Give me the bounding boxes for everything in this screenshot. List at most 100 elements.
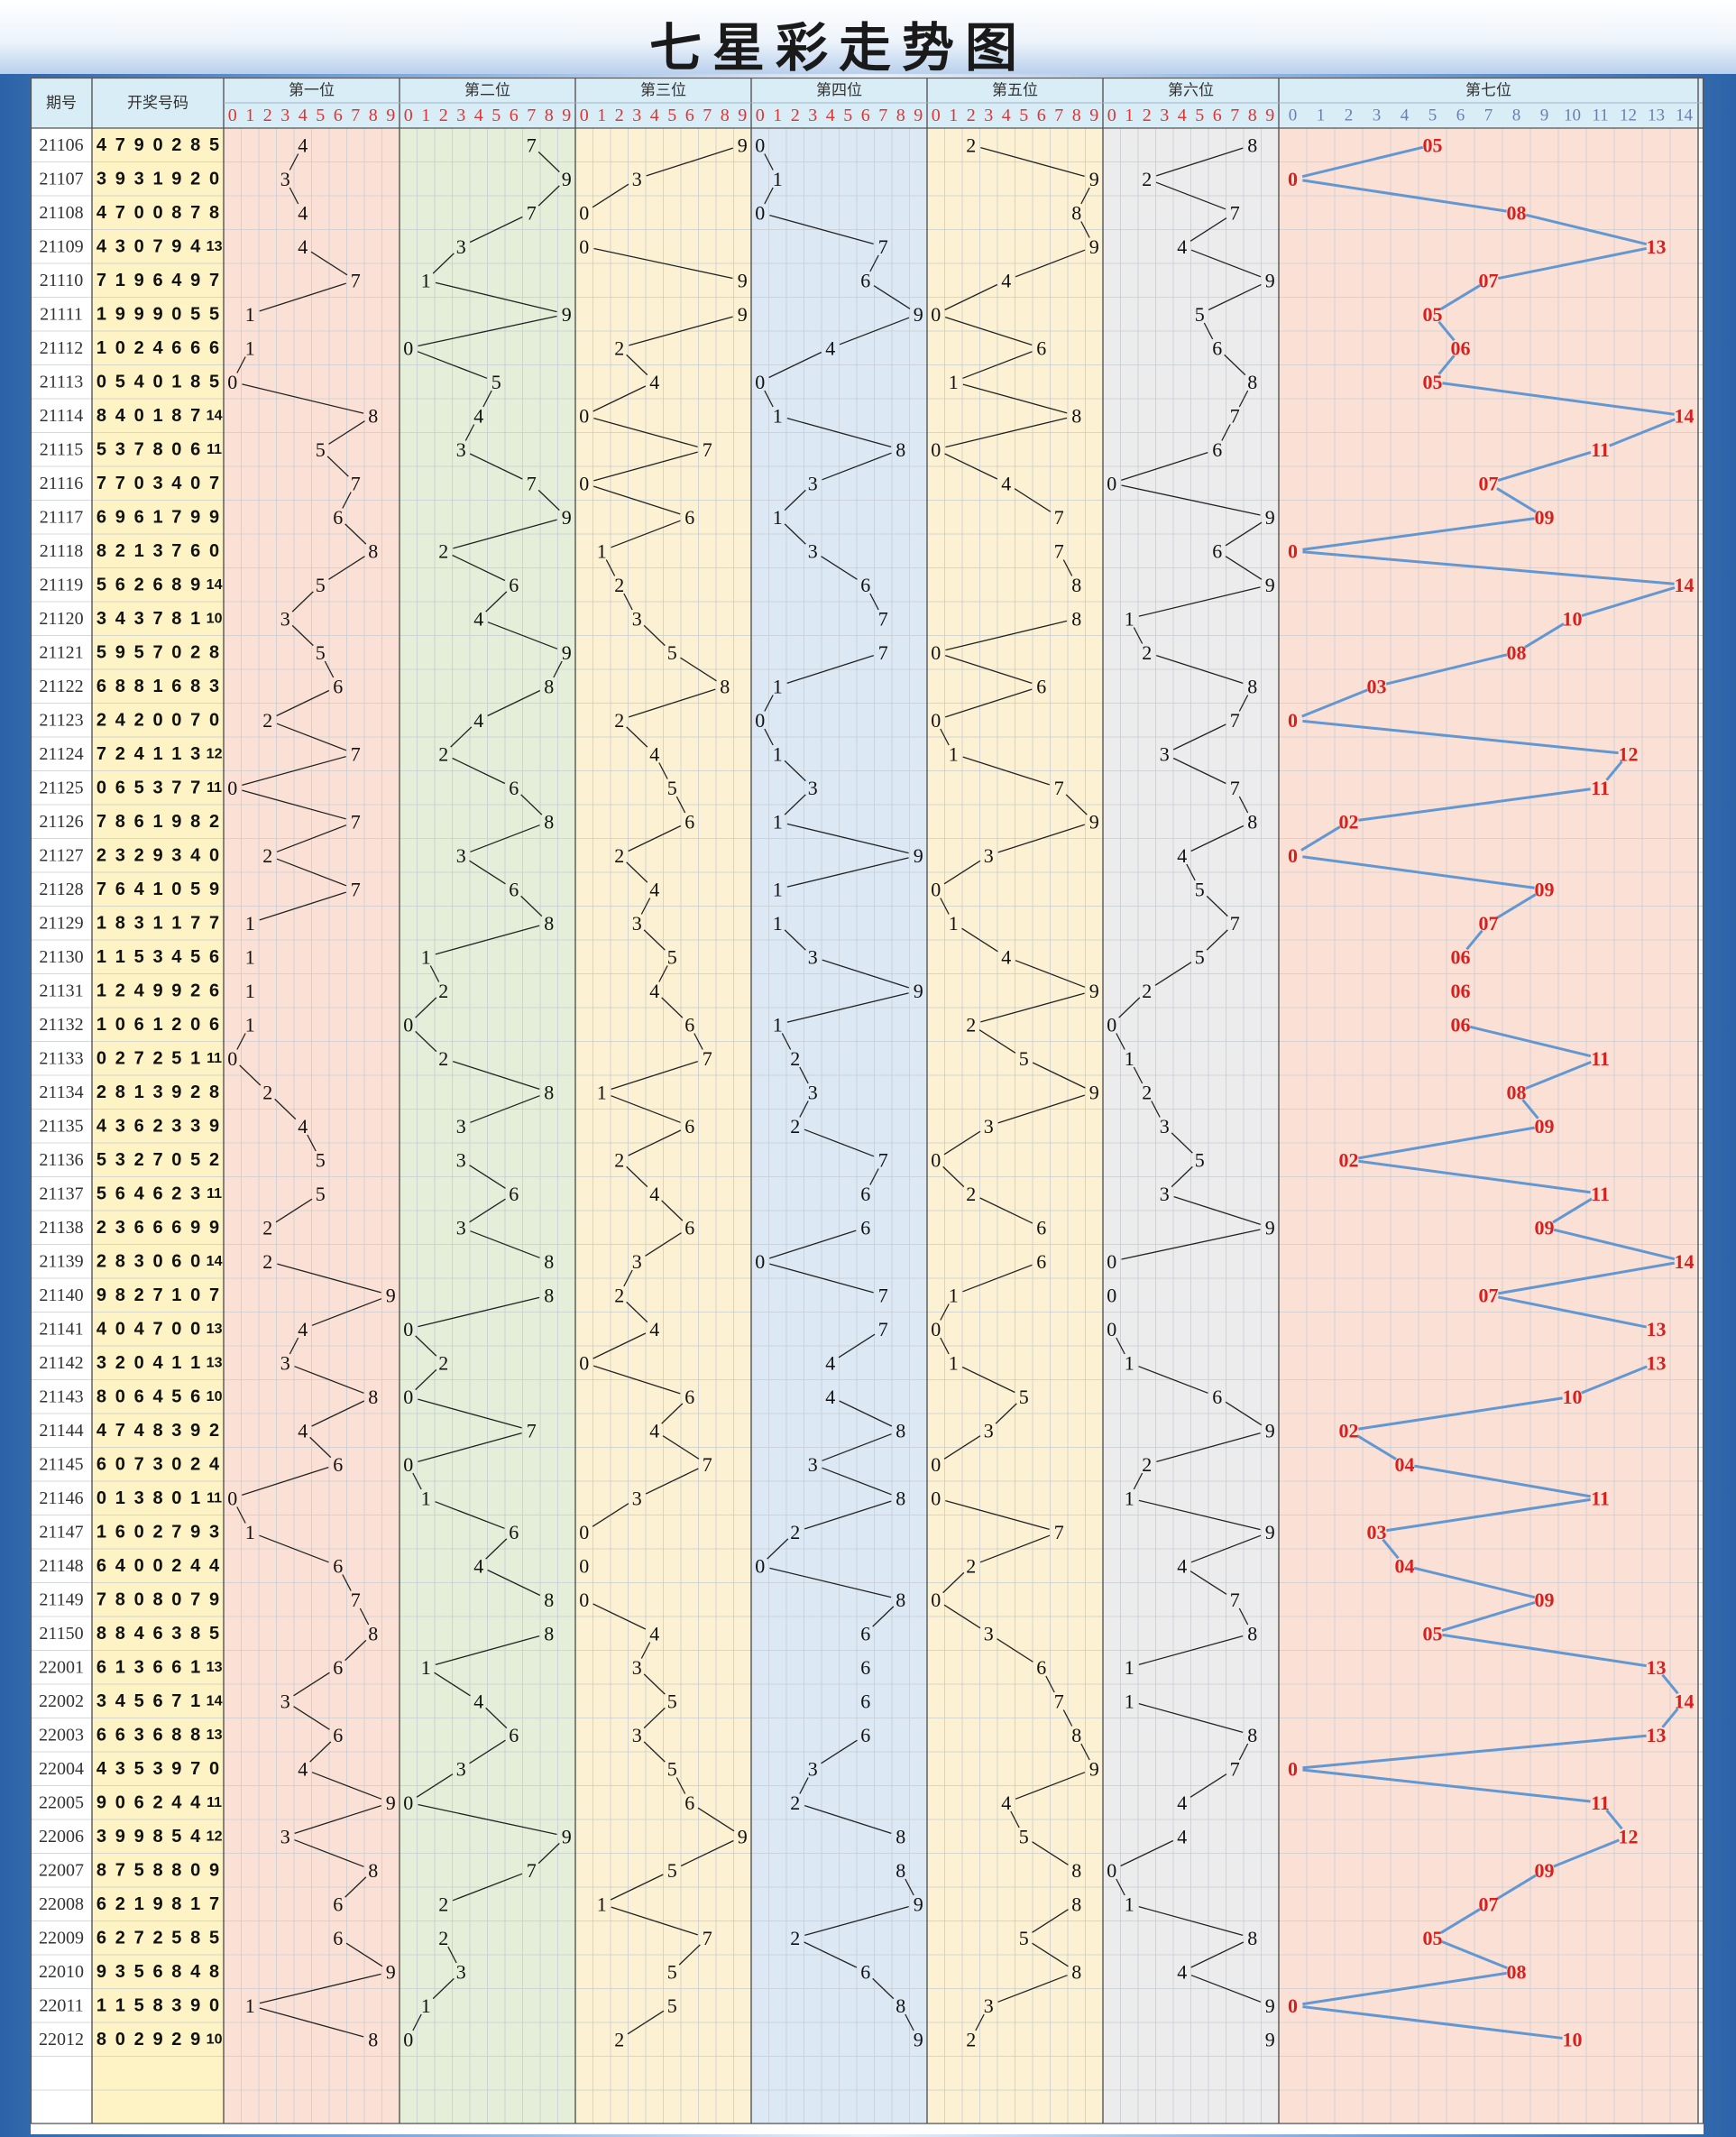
trend-line — [962, 383, 1068, 414]
trend-line — [259, 282, 346, 312]
digit-header: 11 — [1592, 106, 1608, 125]
trend-line — [940, 1337, 950, 1355]
digit-header: 5 — [843, 106, 852, 125]
draw-digit: 5 — [190, 880, 200, 899]
trend-line — [1189, 1773, 1227, 1798]
trend-line — [1015, 960, 1086, 988]
trend-line — [962, 756, 1050, 786]
trend-marker-seventh: 02 — [1339, 1419, 1359, 1442]
trend-marker: 1 — [245, 912, 255, 935]
trend-marker: 0 — [931, 438, 941, 461]
trend-line — [905, 2013, 914, 2031]
trend-marker: 4 — [298, 1318, 308, 1340]
draw-digit: 4 — [134, 372, 145, 391]
digit-header: 4 — [299, 106, 308, 125]
draw-digit: 3 — [134, 609, 144, 629]
draw-digit: 6 — [134, 1116, 144, 1136]
trend-line — [605, 559, 616, 576]
digit-header: 2 — [439, 106, 448, 125]
draw-digit: 6 — [134, 1015, 144, 1035]
trend-line — [1465, 929, 1483, 951]
draw-digit: 6 — [190, 439, 200, 459]
draw-digit: 5 — [209, 372, 219, 391]
trend-line — [1225, 556, 1263, 580]
draw-digit: 6 — [134, 1386, 144, 1406]
draw-digit: 13 — [207, 1727, 223, 1743]
trend-marker: 1 — [1125, 1487, 1134, 1509]
trend-line — [640, 898, 651, 915]
trend-marker: 2 — [614, 2028, 624, 2050]
trend-marker: 8 — [896, 1589, 905, 1611]
trend-marker: 8 — [368, 1622, 378, 1644]
draw-digit: 6 — [152, 271, 162, 290]
trend-marker: 3 — [280, 1690, 290, 1712]
trend-line — [769, 1263, 874, 1294]
draw-digit: 7 — [152, 642, 162, 662]
draw-digit: 5 — [134, 1860, 144, 1880]
draw-digit: 3 — [190, 1184, 200, 1203]
trend-marker: 6 — [1036, 1656, 1046, 1679]
period-cell: 22001 — [39, 1657, 84, 1677]
trend-line — [1203, 322, 1214, 340]
trend-marker: 0 — [403, 1453, 413, 1476]
draw-digit: 5 — [134, 642, 144, 662]
trend-line — [520, 895, 543, 917]
trend-line — [945, 620, 1068, 651]
draw-digit: 2 — [115, 541, 125, 561]
trend-marker: 8 — [1247, 810, 1257, 833]
trend-line — [415, 1335, 437, 1357]
trend-marker: 2 — [1142, 1453, 1152, 1476]
trend-marker: 3 — [280, 607, 290, 630]
draw-digit: 14 — [207, 577, 223, 593]
draw-digit: 1 — [152, 406, 162, 426]
trend-marker: 7 — [703, 1453, 712, 1476]
trend-marker-seventh: 12 — [1619, 742, 1639, 765]
trend-line — [786, 418, 892, 447]
trend-marker: 9 — [1265, 269, 1275, 291]
draw-digit: 3 — [96, 1691, 106, 1711]
digit-header: 12 — [1620, 106, 1637, 125]
trend-marker: 3 — [632, 1250, 642, 1273]
draw-digit: 2 — [115, 1928, 125, 1948]
trend-marker: 6 — [333, 1893, 343, 1915]
trend-line — [786, 654, 874, 685]
trend-line — [611, 520, 681, 548]
trend-line — [1156, 147, 1244, 177]
trend-marker: 9 — [1089, 1757, 1099, 1780]
draw-digit: 3 — [171, 1624, 181, 1644]
draw-digit: 0 — [115, 1792, 125, 1812]
trend-marker: 6 — [333, 1927, 343, 1949]
trend-marker: 3 — [1160, 1115, 1170, 1138]
draw-digit: 3 — [115, 1150, 125, 1170]
trend-line — [611, 1906, 698, 1936]
draw-digit: 7 — [96, 474, 106, 493]
trend-line — [1189, 217, 1227, 242]
trend-line — [1065, 794, 1088, 815]
draw-digit: 4 — [171, 271, 182, 290]
draw-digit: 6 — [209, 947, 219, 967]
draw-digit: 6 — [209, 338, 219, 358]
draw-digit: 7 — [115, 135, 125, 155]
digit-header: 5 — [1019, 106, 1028, 125]
trend-marker: 6 — [509, 1724, 519, 1746]
trend-line — [645, 1232, 682, 1257]
draw-digit: 4 — [171, 1792, 182, 1812]
digit-header: 5 — [667, 106, 676, 125]
draw-digit: 1 — [134, 541, 144, 561]
draw-digit: 1 — [115, 1488, 125, 1508]
draw-digit: 2 — [115, 744, 125, 764]
digit-header: 0 — [1289, 106, 1298, 125]
draw-digit: 2 — [171, 135, 181, 155]
trend-marker-seventh: 14 — [1675, 574, 1695, 596]
digit-header: 9 — [386, 106, 395, 125]
trend-line — [643, 1741, 666, 1763]
draw-digit: 5 — [171, 1928, 181, 1948]
draw-digit: 9 — [190, 1421, 200, 1441]
trend-marker: 3 — [984, 1994, 994, 2017]
period-cell: 21114 — [40, 406, 84, 426]
draw-digit: 4 — [115, 609, 126, 629]
trend-marker: 4 — [1001, 269, 1011, 291]
draw-digit: 1 — [134, 1894, 144, 1914]
trend-line — [592, 1503, 629, 1527]
